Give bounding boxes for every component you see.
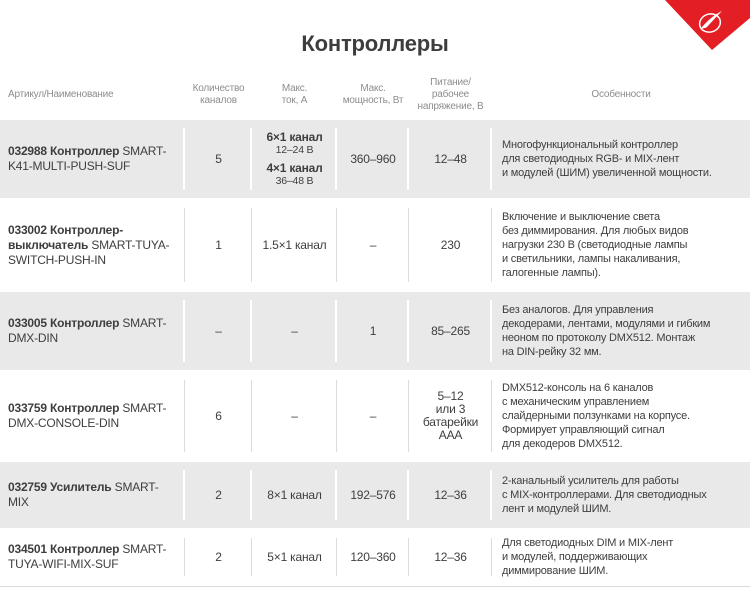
channels-cell: – (185, 292, 252, 370)
page-title: Контроллеры (301, 31, 449, 56)
table-row: 034501 Контроллер SMART-TUYA-WIFI-MIX-SU… (0, 530, 750, 584)
article-code: 032759 Усилитель (8, 480, 112, 494)
article-model: SMART-TUYA-SWITCH-PUSH-IN (8, 237, 170, 267)
header-features: Особенности (591, 89, 651, 100)
voltage-cell: 12–36 (409, 462, 492, 528)
table-row: 032759 Усилитель SMART-MIX 2 8×1 канал 1… (0, 462, 750, 528)
channels-cell: 1 (185, 200, 252, 290)
max-current-cell: – (252, 292, 337, 370)
max-power-cell: – (337, 200, 409, 290)
table-row: 033002 Контроллер-выключатель SMART-TUYA… (0, 200, 750, 290)
features-cell: Многофункциональный контроллер для свето… (502, 139, 712, 179)
voltage-cell: 85–265 (409, 292, 492, 370)
article-cell: 033759 Контроллер SMART-DMX-CONSOLE-DIN (0, 372, 185, 460)
max-current-cell: 5×1 канал (252, 530, 337, 584)
article-cell: 034501 Контроллер SMART-TUYA-WIFI-MIX-SU… (0, 530, 185, 584)
voltage-cell: 12–48 (409, 120, 492, 198)
header-max-current: Макс. ток, А (281, 83, 308, 106)
header-article: Артикул/Наименование (8, 89, 114, 100)
voltage-cell: 12–36 (409, 530, 492, 584)
article-model: SMART-DMX-CONSOLE-DIN (8, 401, 167, 430)
article-cell: 032988 Контроллер SMART-K41-MULTI-PUSH-S… (0, 120, 185, 198)
current-option: 6×1 канал 12–24 В (266, 130, 323, 156)
max-power-cell: 120–360 (337, 530, 409, 584)
voltage-cell: 5–12 или 3 батарейки ААА (409, 372, 492, 460)
channels-cell: 5 (185, 120, 252, 198)
channels-cell: 2 (185, 462, 252, 528)
features-cell: Без аналогов. Для управления декодерами,… (502, 304, 711, 358)
table-bottom-divider (0, 586, 750, 587)
article-model: SMART-DMX-DIN (8, 316, 167, 345)
current-option: 4×1 канал 36–48 В (266, 161, 323, 187)
article-cell: 033005 Контроллер SMART-DMX-DIN (0, 292, 185, 370)
table-header-row: Артикул/Наименование Количество каналов … (0, 70, 750, 120)
max-current-cell: 8×1 канал (252, 462, 337, 528)
article-cell: 033002 Контроллер-выключатель SMART-TUYA… (0, 200, 185, 290)
article-model: SMART-K41-MULTI-PUSH-SUF (8, 144, 167, 173)
header-channels: Количество каналов (192, 83, 245, 106)
max-power-cell: 192–576 (337, 462, 409, 528)
max-current-cell: – (252, 372, 337, 460)
features-cell: Для светодиодных DIM и MIX-лент и модуле… (502, 537, 674, 577)
table-row: 032988 Контроллер SMART-K41-MULTI-PUSH-S… (0, 120, 750, 198)
table-row: 033759 Контроллер SMART-DMX-CONSOLE-DIN … (0, 372, 750, 460)
max-power-cell: 1 (337, 292, 409, 370)
brand-swoosh-icon (698, 11, 722, 33)
article-code: 033759 Контроллер (8, 401, 120, 415)
article-code: 034501 Контроллер (8, 542, 120, 556)
voltage-cell: 230 (409, 200, 492, 290)
brand-logo (665, 0, 750, 50)
features-cell: Включение и выключение света без диммиро… (502, 211, 689, 279)
features-cell: DMX512-консоль на 6 каналов с механическ… (502, 382, 690, 450)
features-cell: 2-канальный усилитель для работы с MIX-к… (502, 475, 707, 515)
article-code: 033002 Контроллер-выключатель (8, 222, 124, 252)
max-power-cell: – (337, 372, 409, 460)
table-row: 033005 Контроллер SMART-DMX-DIN – – 1 85… (0, 292, 750, 370)
channels-cell: 6 (185, 372, 252, 460)
max-current-cell: 6×1 канал 12–24 В 4×1 канал 36–48 В (252, 120, 337, 198)
max-current-cell: 1.5×1 канал (252, 200, 337, 290)
article-cell: 032759 Усилитель SMART-MIX (0, 462, 185, 528)
article-code: 032988 Контроллер (8, 144, 120, 158)
article-model: SMART-TUYA-WIFI-MIX-SUF (8, 542, 167, 571)
channels-cell: 2 (185, 530, 252, 584)
header-voltage: Питание/ рабочее напряжение, В (417, 77, 484, 112)
article-model: SMART-MIX (8, 480, 159, 509)
max-power-cell: 360–960 (337, 120, 409, 198)
article-code: 033005 Контроллер (8, 316, 120, 330)
header-max-power: Макс. мощность, Вт (342, 83, 404, 106)
